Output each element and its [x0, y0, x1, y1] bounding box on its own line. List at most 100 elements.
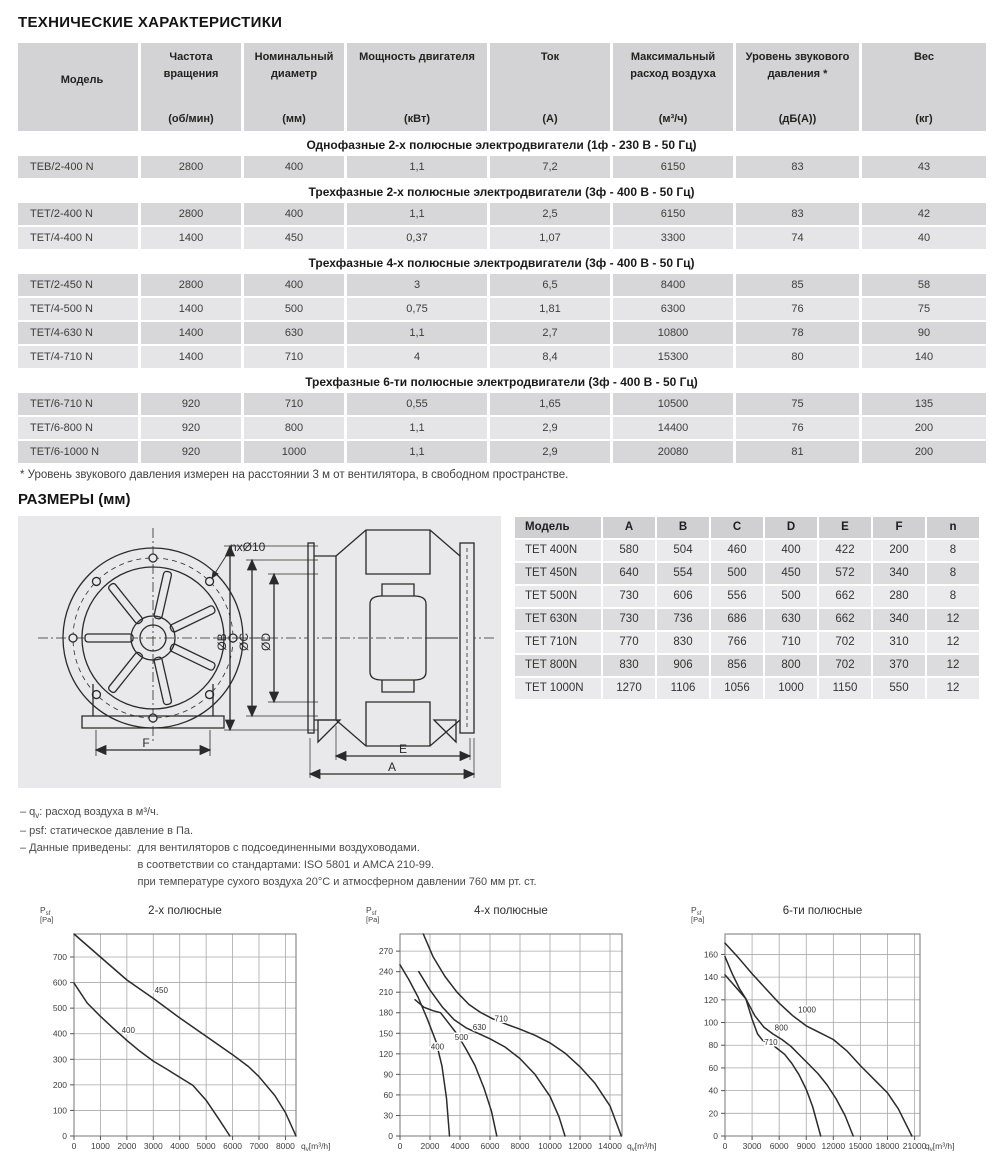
- performance-charts: 0 1000 2000 3000 4000 5000 6000 7000 8000 0 100 200…: [18, 901, 985, 1168]
- dim-value-cell: 702: [819, 655, 871, 676]
- spec-value-cell: 8,4: [490, 346, 610, 368]
- svg-text:60: 60: [383, 1090, 393, 1100]
- dim-header-cell: D: [765, 517, 817, 538]
- spec-table-row: TET/4-630 N 1400 630 1,1 2,7 10800 78 90: [18, 322, 986, 344]
- svg-text:30: 30: [383, 1110, 393, 1120]
- curve-label-1000: 1000: [798, 1005, 816, 1014]
- curve-1000: [724, 942, 913, 1137]
- dim-table-row: TET 710N 770 830 766 710 702 310 12: [515, 632, 983, 653]
- dim-value-cell: 766: [711, 632, 763, 653]
- fan-front-view: [38, 528, 270, 756]
- svg-text:14000: 14000: [598, 1141, 622, 1151]
- spec-value-cell: 2,9: [490, 417, 610, 439]
- spec-header-cell: Вес (кг): [862, 43, 986, 131]
- spec-header-cell: Максимальный расход воздуха (м³/ч): [613, 43, 733, 131]
- svg-text:60: 60: [709, 1063, 719, 1073]
- dim-value-cell: 500: [765, 586, 817, 607]
- spec-value-cell: 1,1: [347, 203, 487, 225]
- page-title: ТЕХНИЧЕСКИЕ ХАРАКТЕРИСТИКИ: [18, 14, 283, 31]
- dim-model-cell: TET 800N: [515, 655, 601, 676]
- spec-value-cell: 6150: [613, 203, 733, 225]
- spec-value-cell: 90: [862, 322, 986, 344]
- dim-value-cell: 12: [927, 609, 979, 630]
- spec-value-cell: 1400: [141, 322, 241, 344]
- spec-value-cell: 0,37: [347, 227, 487, 249]
- dim-value-cell: 730: [603, 609, 655, 630]
- dim-value-cell: 702: [819, 632, 871, 653]
- dimensions-heading: РАЗМЕРЫ (мм): [18, 491, 131, 508]
- sound-level-footnote: * Уровень звукового давления измерен на …: [20, 469, 569, 481]
- x-axis-label: qv[m³/h]: [627, 1141, 657, 1153]
- svg-text:5000: 5000: [197, 1141, 216, 1151]
- svg-text:240: 240: [378, 966, 392, 976]
- spec-value-cell: 20080: [613, 441, 733, 463]
- svg-text:0: 0: [397, 1141, 402, 1151]
- dim-value-cell: 450: [765, 563, 817, 584]
- svg-text:15000: 15000: [849, 1141, 873, 1151]
- spec-value-cell: 1000: [244, 441, 344, 463]
- note-condition-line: для вентиляторов с подсоединенными возду…: [137, 841, 420, 854]
- spec-value-cell: 400: [244, 203, 344, 225]
- svg-text:8000: 8000: [276, 1141, 295, 1151]
- spec-value-cell: 0,75: [347, 298, 487, 320]
- spec-value-cell: 10800: [613, 322, 733, 344]
- dim-value-cell: 606: [657, 586, 709, 607]
- model-name-cell: TET/6-710 N: [18, 393, 138, 415]
- dim-model-cell: TET 1000N: [515, 678, 601, 699]
- spec-value-cell: 1,1: [347, 322, 487, 344]
- spec-value-cell: 3: [347, 274, 487, 296]
- spec-value-cell: 58: [862, 274, 986, 296]
- model-name-cell: TET/6-800 N: [18, 417, 138, 439]
- spec-value-cell: 2,7: [490, 322, 610, 344]
- dim-value-cell: 630: [765, 609, 817, 630]
- spec-header-title: Мощность двигателя: [359, 51, 475, 63]
- spec-value-cell: 630: [244, 322, 344, 344]
- dim-value-cell: 1150: [819, 678, 871, 699]
- spec-value-cell: 42: [862, 203, 986, 225]
- spec-value-cell: 2800: [141, 156, 241, 178]
- svg-text:300: 300: [53, 1054, 67, 1064]
- dim-value-cell: 1056: [711, 678, 763, 699]
- fan-technical-drawing: nxØ10 F ØB ØC ØD E A: [18, 516, 501, 788]
- spec-header-title: Максимальный расход воздуха: [630, 51, 716, 80]
- spec-table-row: TET/4-710 N 1400 710 4 8,4 15300 80 140: [18, 346, 986, 368]
- svg-text:600: 600: [53, 977, 67, 987]
- chart-4-pole: 0 2000 4000 6000 8000 10000 12000 14000 0 30 60 90 1…: [354, 901, 679, 1168]
- svg-text:18000: 18000: [876, 1141, 900, 1151]
- spec-header-unit: (дБ(А)): [778, 113, 817, 125]
- spec-value-cell: 140: [862, 346, 986, 368]
- curve-label-630: 630: [472, 1023, 486, 1032]
- dim-header-cell: B: [657, 517, 709, 538]
- spec-table: Модель Частота вращения (об/мин) Номинальны…: [18, 43, 986, 465]
- svg-text:21000: 21000: [903, 1141, 927, 1151]
- dia-d-label: ØD: [259, 633, 273, 651]
- spec-value-cell: 1,1: [347, 417, 487, 439]
- svg-text:3000: 3000: [743, 1141, 762, 1151]
- curve-label-710: 710: [764, 1038, 778, 1047]
- dim-value-cell: 500: [711, 563, 763, 584]
- spec-header-title: Частота вращения: [163, 51, 219, 80]
- spec-value-cell: 7,2: [490, 156, 610, 178]
- fan-side-view: [214, 529, 496, 780]
- dim-value-cell: 730: [603, 586, 655, 607]
- spec-section-title: Однофазные 2-х полюсные электродвигатели…: [18, 133, 985, 156]
- spec-value-cell: 1400: [141, 298, 241, 320]
- svg-text:9000: 9000: [797, 1141, 816, 1151]
- dim-model-cell: TET 400N: [515, 540, 601, 561]
- dim-value-cell: 736: [657, 609, 709, 630]
- dim-value-cell: 906: [657, 655, 709, 676]
- model-name-cell: TET/4-500 N: [18, 298, 138, 320]
- dim-header-cell: n: [927, 517, 979, 538]
- dim-value-cell: 830: [603, 655, 655, 676]
- spec-header-title: Номинальный диаметр: [254, 51, 334, 80]
- dim-value-cell: 280: [873, 586, 925, 607]
- spec-value-cell: 200: [862, 417, 986, 439]
- dim-value-cell: 770: [603, 632, 655, 653]
- spec-header-title: Модель: [60, 73, 104, 86]
- dim-header-cell: A: [603, 517, 655, 538]
- dim-value-cell: 422: [819, 540, 871, 561]
- spec-header-cell: Мощность двигателя (кВт): [347, 43, 487, 131]
- dim-value-cell: 8: [927, 540, 979, 561]
